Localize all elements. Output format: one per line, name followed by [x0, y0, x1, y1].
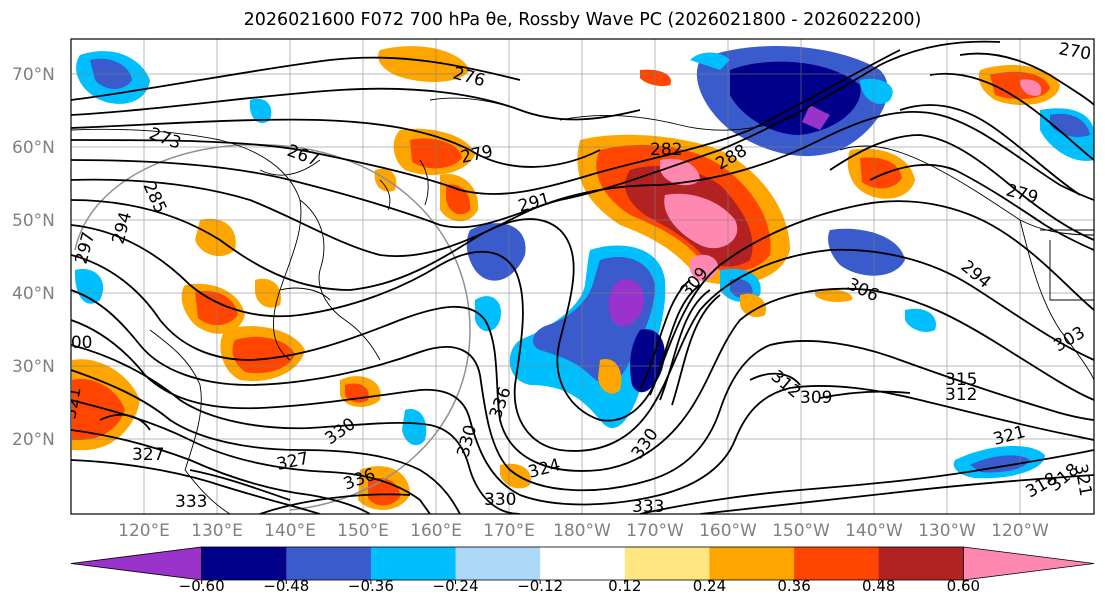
colorbar-tick-label: −0.12: [517, 577, 563, 595]
lon-label: 150°E: [337, 521, 389, 541]
contour-label: 330: [484, 490, 516, 510]
colorbar-segment: [878, 547, 964, 580]
lon-label: 130°E: [191, 521, 243, 541]
contour-label: 309: [800, 388, 832, 408]
lat-label: 40°N: [12, 284, 55, 304]
lon-label: 130°W: [918, 521, 976, 541]
lon-label: 140°W: [845, 521, 903, 541]
lat-label: 30°N: [12, 357, 55, 377]
lon-label: 180°W: [553, 521, 611, 541]
contour-label: 327: [132, 445, 164, 465]
colorbar: [70, 546, 1095, 584]
lat-label: 70°N: [12, 65, 55, 85]
colorbar-segment: [455, 547, 541, 580]
colorbar-ticks: −0.60 −0.48 −0.36 −0.24 −0.12 0.12 0.24 …: [179, 577, 980, 595]
colorbar-segment: [540, 547, 626, 580]
lon-label: 150°W: [772, 521, 830, 541]
colorbar-tick-label: 0.24: [693, 577, 726, 595]
lon-label: 120°W: [991, 521, 1049, 541]
colorbar-tick-label: −0.36: [348, 577, 394, 595]
colorbar-extend-high: [962, 546, 1095, 581]
lat-label: 20°N: [12, 430, 55, 450]
contour-label: 282: [650, 140, 682, 160]
lon-label: 120°E: [118, 521, 170, 541]
graticule: [71, 39, 1094, 514]
colorbar-tick-label: −0.60: [179, 577, 225, 595]
colorbar-frame: [201, 546, 964, 581]
colorbar-tick-label: −0.48: [263, 577, 309, 595]
contour-label: 321: [1070, 462, 1095, 497]
colorbar-segment: [286, 547, 372, 580]
lon-label: 160°E: [410, 521, 462, 541]
lon-label: 160°W: [699, 521, 757, 541]
lon-label: 140°E: [264, 521, 316, 541]
colorbar-extend-low: [70, 546, 203, 581]
contour-label: 315: [945, 370, 977, 390]
contour-label: 300: [60, 333, 92, 353]
contour-label: 333: [632, 497, 664, 517]
lon-label: 170°W: [626, 521, 684, 541]
coastlines: [71, 97, 1094, 514]
colorbar-tick-label: 0.60: [947, 577, 980, 595]
longitude-labels: 120°E 130°E 140°E 150°E 160°E 170°E 180°…: [118, 521, 1049, 541]
colorbar-tick-label: 0.48: [862, 577, 895, 595]
colorbar-segment: [709, 547, 795, 580]
colorbar-tick-label: 0.36: [777, 577, 810, 595]
theta-e-contours: [71, 40, 1094, 514]
lon-label: 170°E: [483, 521, 535, 541]
colorbar-segment: [370, 547, 457, 580]
reference-circle: [74, 143, 471, 511]
colorbar-tick-label: −0.24: [433, 577, 479, 595]
latitude-labels: 70°N 60°N 50°N 40°N 30°N 20°N: [12, 65, 55, 450]
colorbar-segment: [201, 547, 287, 580]
contour-label: 333: [175, 492, 207, 512]
lat-label: 60°N: [12, 138, 55, 158]
colorbar-tick-label: 0.12: [608, 577, 641, 595]
lat-label: 50°N: [12, 211, 55, 231]
map-frame: [70, 38, 1095, 515]
contour-label: 312: [945, 385, 977, 405]
colorbar-segment: [624, 547, 710, 580]
colorbar-segment: [794, 547, 880, 580]
map-title: 2026021600 F072 700 hPa θe, Rossby Wave …: [243, 10, 922, 30]
